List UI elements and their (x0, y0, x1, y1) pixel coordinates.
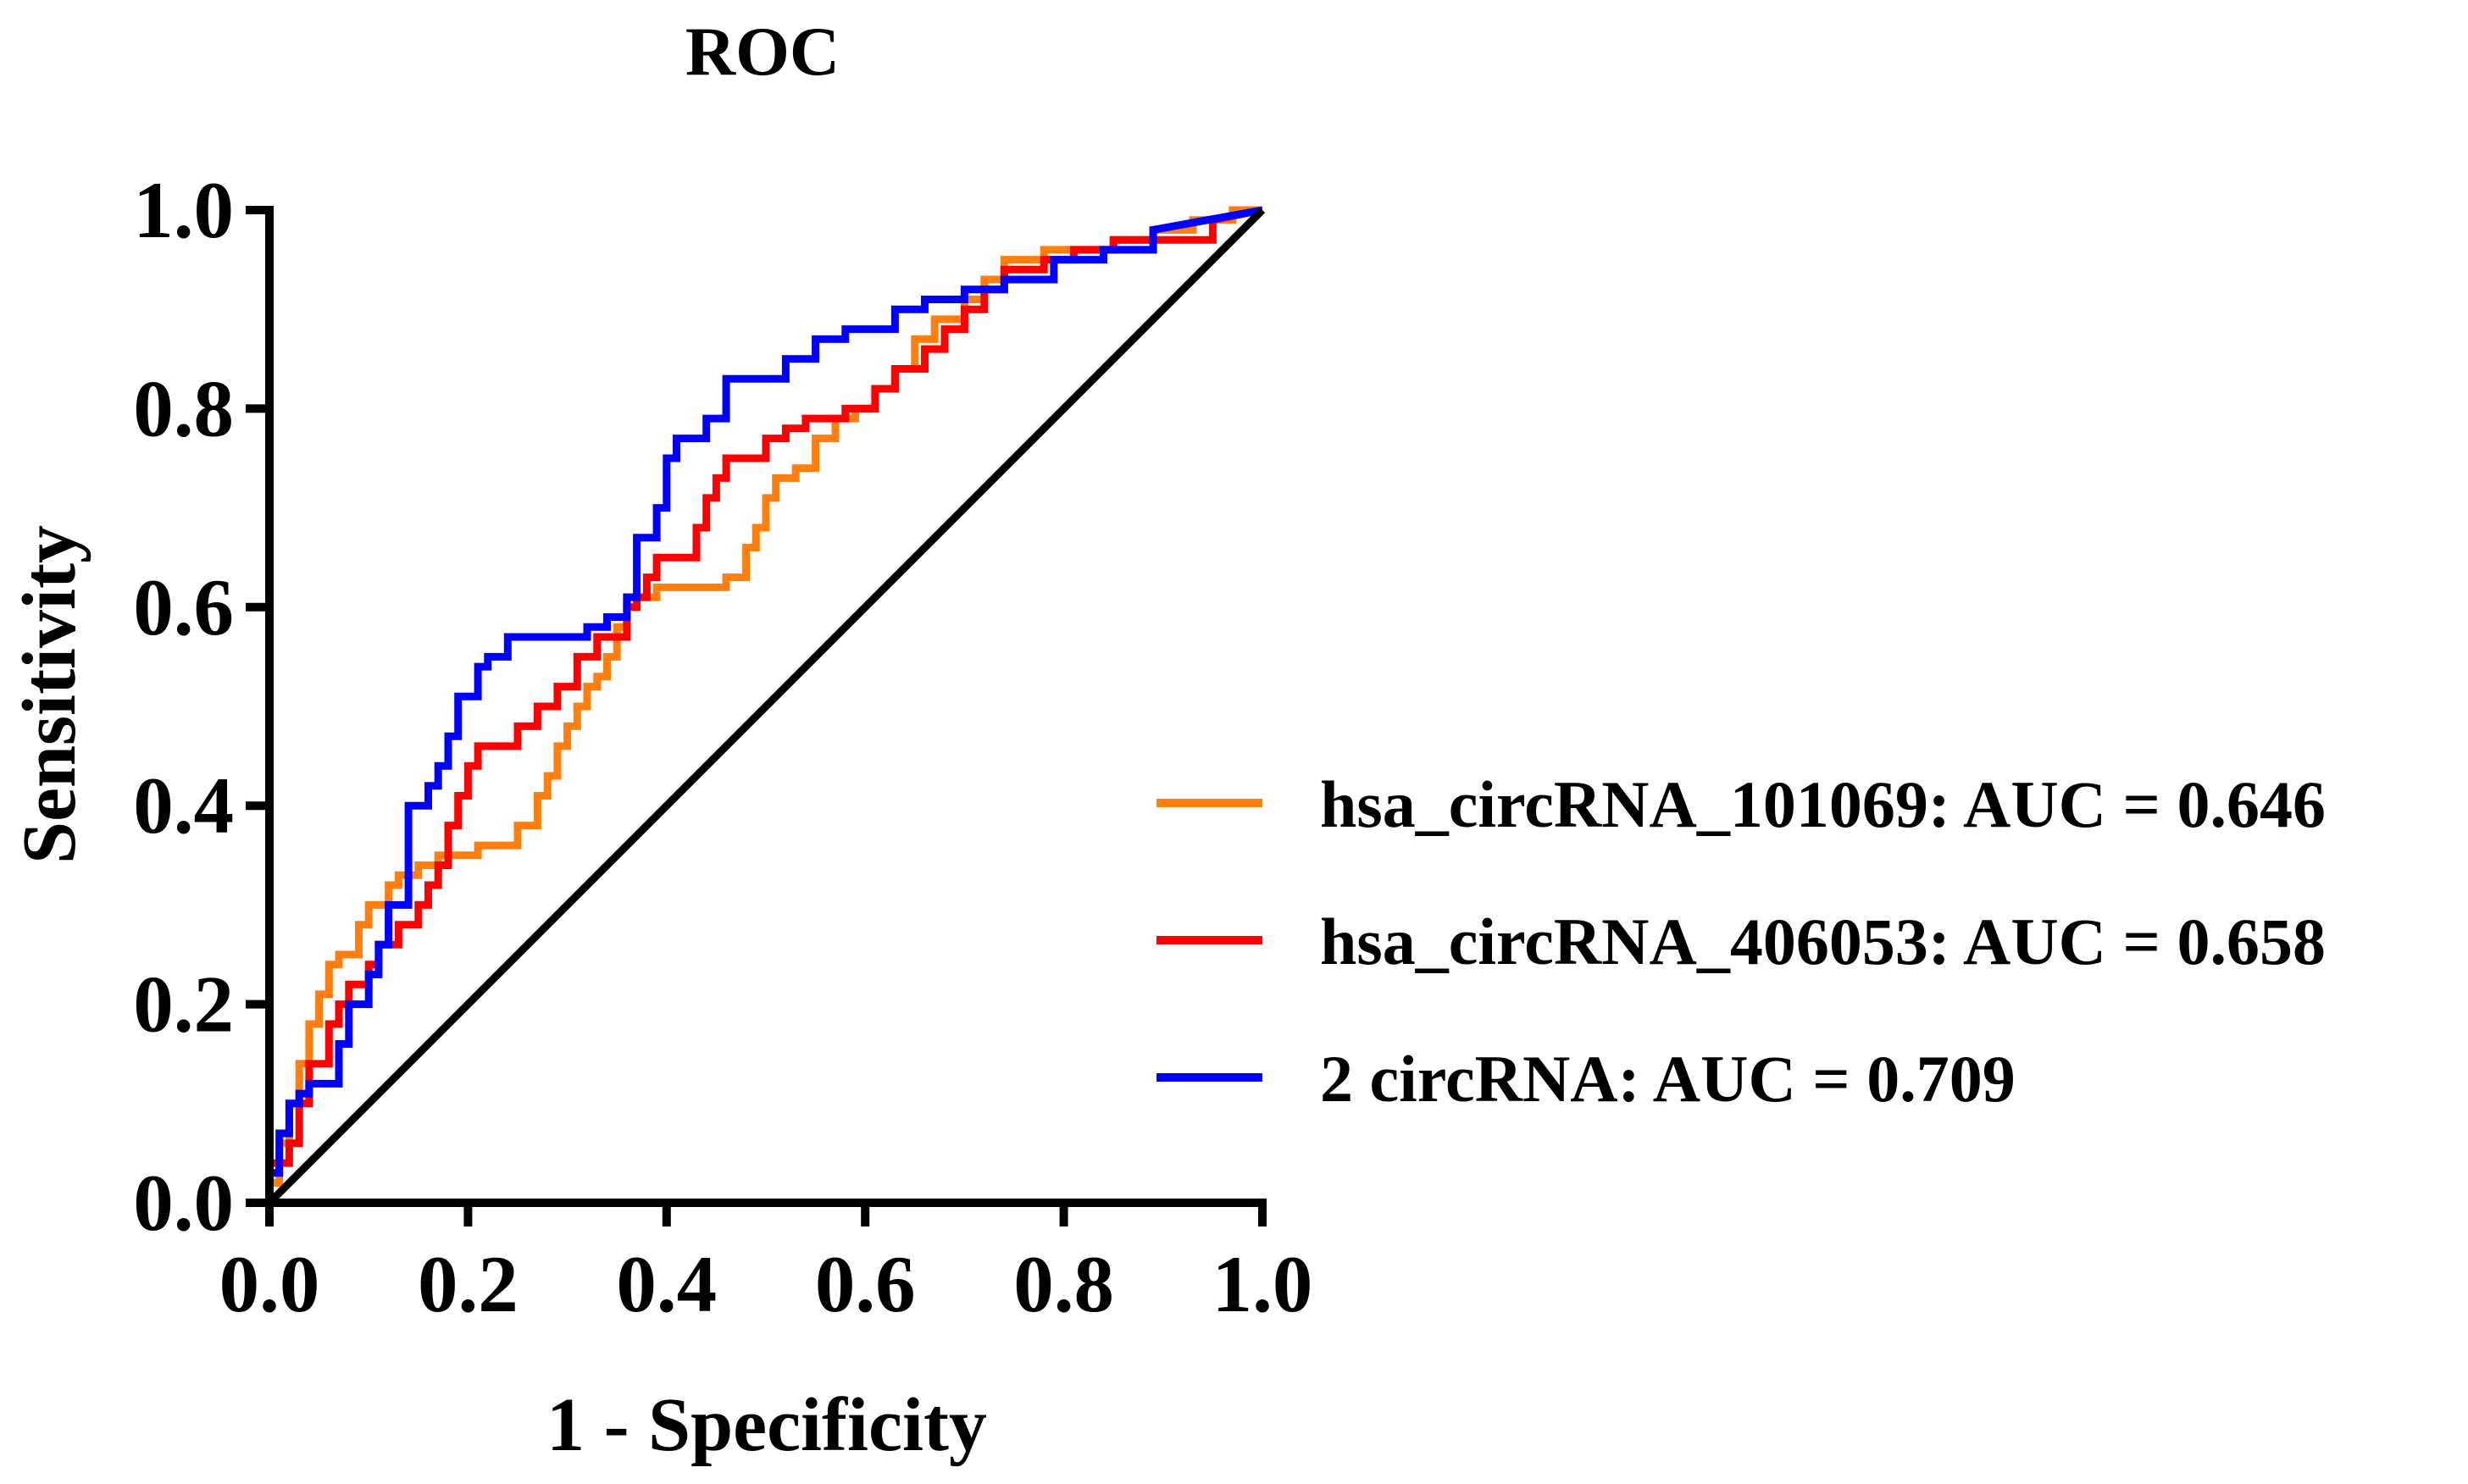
x-tick-label: 0.2 (418, 1239, 519, 1329)
x-axis-title: 1 - Specificity (546, 1383, 987, 1467)
x-tick-label: 0.4 (616, 1239, 717, 1329)
x-tick-label: 0.6 (815, 1239, 916, 1329)
chart-title: ROC (685, 13, 840, 90)
y-ticks: 0.0 0.2 0.4 0.6 0.8 1.0 (133, 165, 269, 1248)
reference-diagonal-line (266, 207, 1266, 1206)
x-tick-label: 0.0 (219, 1239, 320, 1329)
y-tick-label: 0.4 (133, 761, 234, 850)
x-ticks: 0.0 0.2 0.4 0.6 0.8 1.0 (219, 1203, 1313, 1329)
x-tick-label: 0.8 (1013, 1239, 1114, 1329)
y-tick-label: 0.8 (133, 363, 234, 453)
legend: hsa_circRNA_101069: AUC = 0.646 hsa_circR… (1156, 767, 2326, 1116)
y-tick-label: 1.0 (133, 165, 234, 255)
roc-curve-hsa-circrna-406053 (265, 206, 1263, 1203)
y-tick-label: 0.2 (133, 960, 234, 1049)
x-tick-label: 1.0 (1212, 1239, 1313, 1329)
legend-label: hsa_circRNA_101069: AUC = 0.646 (1320, 767, 2326, 841)
y-axis-title: Sensitivity (8, 525, 92, 864)
y-tick-label: 0.0 (133, 1158, 234, 1248)
roc-curve-2-circrna (265, 206, 1263, 1203)
y-tick-label: 0.6 (133, 562, 234, 652)
legend-label: 2 circRNA: AUC = 0.709 (1320, 1042, 2016, 1116)
series-layer (265, 206, 1263, 1203)
legend-label: hsa_circRNA_406053: AUC = 0.658 (1320, 905, 2326, 978)
